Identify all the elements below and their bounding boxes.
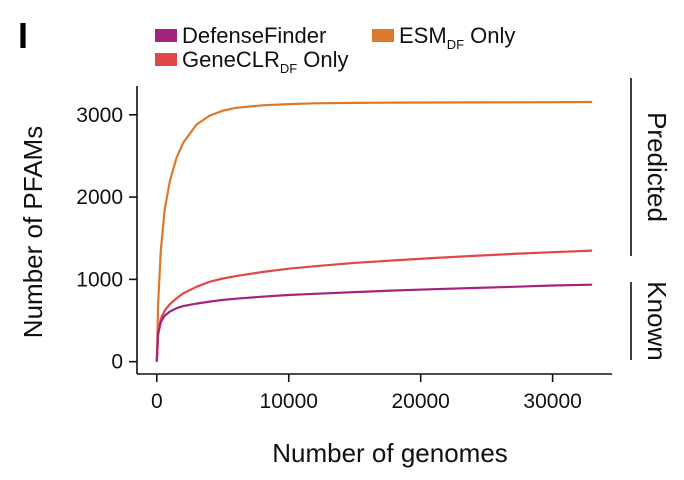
bracket-label-predicted: Predicted [642,112,672,222]
y-tick-label: 0 [111,351,123,374]
series-line-geneclr-df-only [155,249,593,362]
x-axis-title: Number of genomes [272,438,508,468]
y-tick-label: 1000 [76,268,123,291]
panel-label: I [18,15,28,56]
x-tick-label: 20000 [391,390,449,413]
x-ticks: 0 10000 20000 30000 [151,374,582,413]
y-ticks: 0 1000 2000 3000 [76,104,137,374]
y-axis-title: Number of PFAMs [18,126,48,338]
legend-swatch-defensefinder [155,29,177,42]
legend-swatch-esm-df-only [372,29,394,42]
legend: DefenseFinder ESMDF Only GeneCLRDF Only [155,23,515,76]
legend-item-geneclr-df-only: GeneCLRDF Only [155,47,349,76]
legend-item-esm-df-only: ESMDF Only [372,23,515,52]
legend-item-defensefinder: DefenseFinder [155,23,326,48]
plot-area [155,100,593,362]
x-tick-label: 0 [151,390,163,413]
series-line-esm-df-only [155,100,593,362]
y-tick-label: 3000 [76,104,123,127]
y-tick-label: 2000 [76,186,123,209]
legend-swatch-geneclr-df-only [155,53,177,66]
bracket-label-known: Known [642,281,672,361]
series-line-defensefinder [155,283,593,362]
x-tick-label: 10000 [260,390,318,413]
legend-label-geneclr-df-only: GeneCLRDF Only [182,47,349,76]
legend-label-esm-df-only: ESMDF Only [399,23,515,52]
x-tick-label: 30000 [523,390,581,413]
legend-label-defensefinder: DefenseFinder [182,23,326,48]
